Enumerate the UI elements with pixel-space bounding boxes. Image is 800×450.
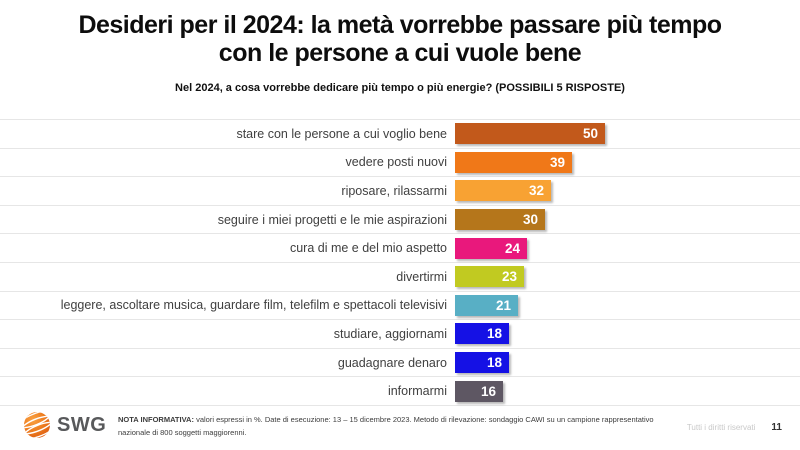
swg-logo-text: SWG [57, 413, 107, 436]
bar: 24 [455, 237, 527, 259]
bar-track: 23 [455, 266, 800, 288]
note-label: NOTA INFORMATIVA: [118, 415, 194, 424]
bar-value-label: 21 [495, 297, 511, 313]
footer: SWG NOTA INFORMATIVA: valori espressi in… [0, 404, 800, 450]
bar-track: 24 [455, 237, 800, 259]
bar-value-label: 18 [486, 355, 502, 371]
bar-category-label: leggere, ascoltare musica, guardare film… [60, 298, 447, 313]
bar-category-label: cura di me e del mio aspetto [289, 241, 447, 256]
bar: 18 [455, 352, 509, 374]
bar-track: 16 [455, 380, 800, 402]
bar: 23 [455, 266, 524, 288]
note-text: valori espressi in %. Date di esecuzione… [118, 415, 654, 438]
bar: 39 [455, 151, 572, 173]
rights-reserved-text: Tutti i diritti riservati [686, 423, 756, 432]
bar-track: 39 [455, 151, 800, 173]
bar: 30 [455, 209, 545, 231]
chart-row: stare con le persone a cui voglio bene 5… [0, 119, 800, 148]
chart-row: riposare, rilassarmi 32 [0, 176, 800, 205]
chart-row: divertirmi 23 [0, 261, 800, 291]
bar-value-label: 30 [522, 212, 538, 228]
page-title: Desideri per il 2024: la metà vorrebbe p… [0, 0, 800, 67]
bar-value-label: 16 [480, 383, 496, 399]
swg-globe-icon [22, 410, 52, 440]
bar-category-label: informarmi [387, 384, 447, 399]
bar: 50 [455, 123, 605, 145]
chart-row: leggere, ascoltare musica, guardare film… [0, 290, 800, 320]
bar-category-label: seguire i miei progetti e le mie aspiraz… [217, 212, 447, 227]
bar: 18 [455, 323, 509, 345]
chart-question-subtitle: Nel 2024, a cosa vorrebbe dedicare più t… [175, 82, 625, 94]
bar-value-label: 39 [549, 154, 565, 170]
bar-value-label: 24 [504, 240, 520, 256]
bar-track: 50 [455, 123, 800, 145]
bar-track: 18 [455, 352, 800, 374]
bar: 32 [455, 180, 551, 202]
chart-row: seguire i miei progetti e le mie aspiraz… [0, 204, 800, 234]
bar-track: 21 [455, 294, 800, 316]
bar-value-label: 50 [582, 126, 598, 142]
chart-row: informarmi 16 [0, 376, 800, 405]
chart-row: vedere posti nuovi 39 [0, 147, 800, 177]
bar-track: 32 [455, 180, 800, 202]
chart-row: cura di me e del mio aspetto 24 [0, 233, 800, 262]
bar-value-label: 32 [528, 183, 544, 199]
bar-category-label: vedere posti nuovi [345, 155, 447, 170]
page-number: 11 [771, 422, 782, 433]
bar-category-label: studiare, aggiornami [333, 326, 447, 341]
bar-track: 30 [455, 209, 800, 231]
horizontal-bar-chart: stare con le persone a cui voglio bene 5… [0, 119, 800, 406]
bar-category-label: guadagnare denaro [337, 355, 447, 370]
title-line-2: con le persone a cui vuole bene [218, 39, 582, 67]
chart-row: guadagnare denaro 18 [0, 347, 800, 377]
bar-value-label: 18 [486, 326, 502, 342]
chart-row: studiare, aggiornami 18 [0, 319, 800, 348]
bar: 16 [455, 380, 503, 402]
bar-category-label: stare con le persone a cui voglio bene [236, 126, 447, 141]
title-line-1: Desideri per il 2024: la metà vorrebbe p… [78, 11, 722, 39]
bar-category-label: riposare, rilassarmi [341, 183, 447, 198]
footer-right: Tutti i diritti riservati 11 [687, 422, 782, 433]
bar: 21 [455, 294, 518, 316]
swg-logo: SWG [22, 410, 106, 440]
bar-value-label: 23 [501, 269, 517, 285]
methodology-note: NOTA INFORMATIVA: valori espressi in %. … [118, 413, 670, 439]
bar-track: 18 [455, 323, 800, 345]
bar-category-label: divertirmi [396, 269, 447, 284]
